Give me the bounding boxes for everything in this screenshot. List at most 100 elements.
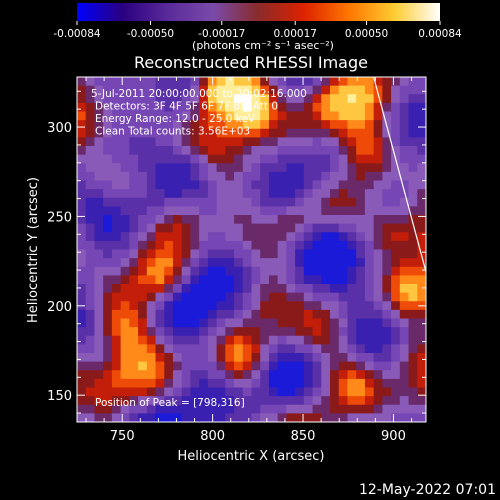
heatmap-cell [103, 361, 113, 371]
heatmap-cell [286, 378, 296, 389]
heatmap-cell [268, 120, 279, 130]
heatmap-cell [225, 189, 235, 199]
heatmap-cell [295, 146, 305, 156]
heatmap-cell [356, 396, 366, 406]
heatmap-cell [225, 240, 235, 251]
heatmap-cell [303, 94, 314, 104]
heatmap-cell [260, 171, 270, 182]
heatmap-cell [347, 154, 357, 164]
heatmap-cell [356, 275, 366, 285]
heatmap-cell [77, 189, 87, 199]
heatmap-cell [172, 284, 183, 294]
heatmap-cell [268, 387, 279, 397]
heatmap-cell [277, 154, 287, 164]
heatmap-cell [277, 266, 287, 276]
heatmap-cell [199, 240, 209, 251]
heatmap-cell [85, 111, 96, 121]
heatmap-cell [260, 154, 270, 164]
heatmap-cell [146, 309, 157, 320]
heatmap-cell [234, 396, 244, 406]
heatmap-cell [260, 249, 270, 259]
heatmap-cell [364, 102, 375, 113]
heatmap-cell [234, 120, 244, 130]
heatmap-cell [338, 128, 349, 138]
x-tick-label: 800 [200, 429, 225, 444]
heatmap-cell [408, 171, 418, 182]
heatmap-cell [268, 258, 279, 268]
heatmap-cell [356, 197, 366, 207]
heatmap-cell [138, 171, 148, 182]
heatmap-cell [408, 344, 418, 354]
heatmap-cell [391, 309, 401, 320]
heatmap-cell [277, 128, 287, 138]
heatmap-cell [321, 404, 331, 414]
heatmap-cell [295, 361, 305, 371]
heatmap-cell [216, 232, 226, 242]
heatmap-cell [77, 197, 87, 207]
heatmap-cell [242, 284, 253, 294]
heatmap-cell [286, 111, 296, 121]
heatmap-cell [120, 301, 130, 311]
heatmap-cell [286, 137, 296, 147]
heatmap-cell [338, 301, 349, 311]
heatmap-cell [138, 232, 148, 242]
heatmap-cell [77, 77, 87, 87]
heatmap-cell [347, 370, 357, 380]
heatmap-cell [207, 240, 218, 251]
heatmap-cell [155, 197, 165, 207]
heatmap-cell [164, 146, 174, 156]
heatmap-cell [268, 266, 279, 276]
heatmap-cell [277, 102, 287, 113]
heatmap-cell [338, 309, 349, 320]
heatmap-cell [129, 240, 139, 251]
heatmap-cell [242, 318, 253, 328]
heatmap-cell [234, 163, 244, 173]
heatmap-cell [373, 258, 383, 268]
heatmap-cell [94, 309, 104, 320]
heatmap-cell [77, 413, 87, 422]
heatmap-cell [129, 171, 139, 182]
heatmap-cell [216, 335, 226, 345]
heatmap-cell [347, 120, 357, 130]
heatmap-cell [408, 102, 418, 113]
heatmap-cell [199, 275, 209, 285]
heatmap-cell [199, 77, 209, 87]
heatmap-cell [199, 128, 209, 138]
heatmap-cell [268, 396, 279, 406]
heatmap-cell [277, 111, 287, 121]
heatmap-cell [356, 327, 366, 337]
heatmap-cell [199, 266, 209, 276]
heatmap-cell [303, 370, 314, 380]
heatmap-cell [330, 344, 340, 354]
heatmap-cell [138, 404, 148, 414]
heatmap-cell [330, 301, 340, 311]
heatmap-cell [382, 215, 392, 225]
heatmap-cell [251, 396, 261, 406]
heatmap-cell [260, 387, 270, 397]
heatmap-cell [373, 309, 383, 320]
heatmap-cell [277, 275, 287, 285]
heatmap-cell [155, 163, 165, 173]
heatmap-cell [94, 327, 104, 337]
heatmap-cell [286, 292, 296, 302]
heatmap-cell [268, 361, 279, 371]
heatmap-cell [85, 301, 96, 311]
heatmap-cell [129, 102, 139, 113]
heatmap-cell [103, 189, 113, 199]
heatmap-cell [85, 353, 96, 363]
heatmap-cell [373, 180, 383, 190]
heatmap-cell [399, 344, 410, 354]
heatmap-cell [373, 327, 383, 337]
colorbar-tick-label: -0.00084 [53, 28, 101, 40]
heatmap-cell [199, 180, 209, 190]
heatmap-cell [216, 180, 226, 190]
heatmap-cell [94, 344, 104, 354]
heatmap-cell [85, 378, 96, 389]
heatmap-cell [111, 102, 122, 113]
heatmap-cell [120, 249, 130, 259]
heatmap-cell [85, 180, 96, 190]
heatmap-cell [312, 206, 322, 216]
heatmap-cell [399, 223, 410, 233]
heatmap-cell [268, 197, 279, 207]
heatmap-cell [199, 171, 209, 182]
